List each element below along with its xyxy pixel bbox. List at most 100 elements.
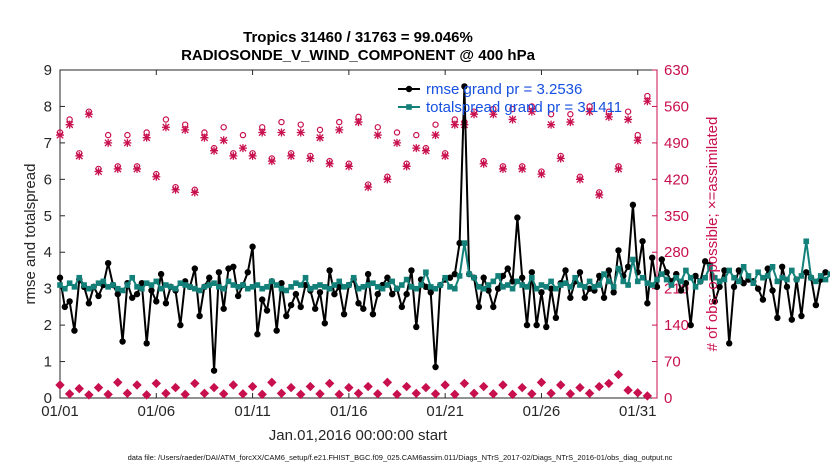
rmse-point [485, 287, 492, 294]
obs-assimilated-marker [267, 157, 276, 166]
y-tick-label-right: 490 [664, 135, 689, 152]
x-tick-label: 01/26 [523, 403, 561, 420]
totalspread-point [822, 276, 829, 283]
rmse-point [596, 272, 603, 280]
totalspread-point [634, 278, 641, 285]
rmse-point [788, 316, 796, 323]
y-tick-label-left: 3 [44, 281, 52, 298]
obs-assimilated-marker [133, 164, 142, 173]
x-tick-label: 01/11 [234, 403, 270, 420]
obs-assimilated-marker [229, 151, 238, 160]
obs-rejected-marker [199, 388, 210, 399]
totalspread-point [639, 274, 646, 281]
obs-assimilated-marker [325, 159, 334, 168]
rmse-point [61, 303, 69, 311]
obs-rejected-marker [267, 377, 277, 388]
obs-assimilated-marker [450, 120, 459, 129]
rmse-point [273, 327, 280, 334]
totalspread-point [220, 285, 227, 292]
rmse-point [157, 270, 165, 278]
totalspread-point [755, 269, 761, 276]
legend-rmse-marker [405, 85, 413, 93]
y-tick-label-right: 0 [664, 390, 672, 407]
obs-assimilated-marker [94, 167, 103, 176]
rmse-point [225, 265, 232, 272]
x-tick-label: 01/31 [619, 403, 657, 420]
obs-rejected-marker [421, 382, 431, 393]
y-tick-label-right: 70 [664, 354, 681, 371]
obs-assimilated-marker [393, 138, 402, 147]
totalspread-point [745, 273, 752, 279]
obs-rejected-marker [103, 389, 113, 400]
obs-assimilated-marker [470, 110, 479, 119]
y-tick-label-right: 140 [664, 317, 689, 334]
obs-assimilated-marker [383, 175, 392, 184]
y-tick-label-right: 350 [664, 208, 689, 225]
totalspread-point [716, 278, 723, 285]
totalspread-point [697, 278, 704, 285]
obs-rejected-marker [353, 388, 364, 399]
rmse-point [726, 340, 733, 347]
totalspread-point [278, 285, 285, 292]
rmse-point [177, 321, 184, 329]
totalspread-point [211, 280, 217, 286]
totalspread-point [485, 282, 492, 288]
obs-rejected-marker [55, 380, 65, 390]
y-tick-label-right: 630 [664, 62, 689, 79]
totalspread-point [562, 280, 569, 286]
obs-rejected-marker [527, 389, 537, 399]
obs-rejected-marker [344, 382, 354, 393]
obs-assimilated-marker [296, 128, 305, 137]
totalspread-point [649, 282, 655, 288]
rmse-point [682, 280, 690, 287]
rmse-point [432, 363, 439, 371]
obs-assimilated-marker [624, 115, 633, 124]
rmse-point [143, 340, 150, 347]
obs-assimilated-marker [547, 120, 556, 129]
rmse-point [287, 301, 295, 309]
obs-rejected-marker [536, 377, 547, 388]
totalspread-point [707, 264, 713, 270]
rmse-point [71, 327, 78, 334]
totalspread-point [331, 282, 338, 288]
totalspread-point [798, 273, 805, 279]
totalspread-point [389, 278, 396, 285]
obs-rejected-marker [478, 381, 489, 392]
obs-rejected-marker [170, 382, 181, 393]
rmse-point [311, 305, 319, 312]
obs-rejected-marker [604, 378, 614, 389]
obs-rejected-marker [440, 380, 450, 390]
totalspread-point [630, 256, 636, 263]
totalspread-point [95, 280, 102, 286]
obs-rejected-marker [257, 389, 267, 400]
obs-rejected-marker [209, 382, 219, 393]
rmse-point [716, 283, 723, 291]
rmse-point [138, 280, 146, 287]
totalspread-point [476, 284, 482, 290]
obs-assimilated-marker [277, 128, 286, 137]
legend-rmse-label: rmse grand pr = 3.2536 [426, 81, 582, 98]
rmse-point [701, 258, 709, 265]
rmse-point [754, 285, 762, 292]
totalspread-point [124, 282, 131, 288]
rmse-point [398, 303, 406, 311]
rmse-point [533, 321, 540, 329]
obs-assimilated-marker [219, 136, 228, 145]
y-axis-label-left: rmse and totalspread [22, 164, 39, 305]
totalspread-point [529, 274, 535, 281]
chart-title: Tropics 31460 / 31763 = 99.046% [243, 29, 473, 46]
obs-possible-marker [374, 124, 381, 131]
rmse-point [581, 294, 588, 301]
obs-possible-marker [413, 131, 420, 139]
rmse-point [403, 290, 410, 298]
rmse-point [759, 296, 767, 303]
rmse-point [523, 321, 531, 329]
totalspread-point [206, 282, 213, 288]
totalspread-point [110, 282, 116, 288]
totalspread-point [283, 287, 290, 294]
obs-assimilated-marker [498, 164, 507, 173]
rmse-point [490, 303, 497, 311]
rmse-point [586, 285, 593, 292]
totalspread-point [244, 285, 251, 292]
rmse-point [283, 312, 290, 320]
